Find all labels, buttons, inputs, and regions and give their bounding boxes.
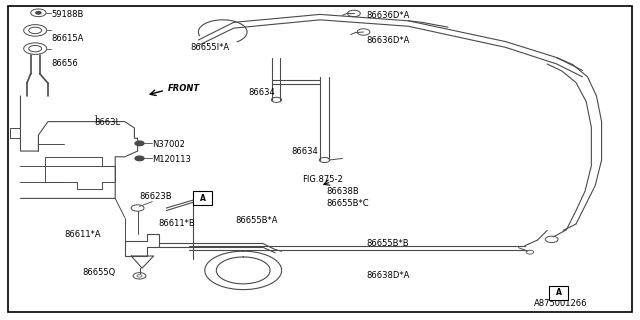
- Text: 86634: 86634: [248, 88, 275, 97]
- Text: 8663L: 8663L: [95, 118, 121, 127]
- Circle shape: [36, 12, 41, 14]
- Text: 86615A: 86615A: [51, 34, 84, 43]
- Text: 86655B*B: 86655B*B: [366, 239, 409, 248]
- Text: FIG.875-2: FIG.875-2: [302, 175, 343, 184]
- Text: M120113: M120113: [152, 156, 191, 164]
- Text: 86656: 86656: [51, 60, 78, 68]
- Text: 86611*A: 86611*A: [64, 230, 100, 239]
- Text: 59188B: 59188B: [51, 10, 84, 19]
- Text: 86655I*A: 86655I*A: [191, 44, 230, 52]
- Text: 86634: 86634: [291, 147, 318, 156]
- Text: 86638D*A: 86638D*A: [366, 271, 410, 280]
- Text: A875001266: A875001266: [534, 299, 588, 308]
- Text: FRONT: FRONT: [168, 84, 200, 93]
- Text: A: A: [200, 194, 206, 203]
- Text: 86623B: 86623B: [140, 192, 172, 201]
- Text: 86636D*A: 86636D*A: [366, 36, 410, 45]
- Bar: [193, 191, 212, 205]
- Bar: [549, 286, 568, 300]
- Text: N37002: N37002: [152, 140, 185, 149]
- Text: 86655B*C: 86655B*C: [326, 199, 369, 208]
- Text: 86655Q: 86655Q: [82, 268, 115, 277]
- Text: A: A: [556, 288, 562, 298]
- Text: 86655B*A: 86655B*A: [236, 216, 278, 225]
- Text: 86636D*A: 86636D*A: [366, 11, 410, 20]
- Text: 86638B: 86638B: [326, 188, 359, 196]
- Circle shape: [135, 141, 144, 146]
- Text: 86611*B: 86611*B: [159, 220, 195, 228]
- Circle shape: [135, 156, 144, 161]
